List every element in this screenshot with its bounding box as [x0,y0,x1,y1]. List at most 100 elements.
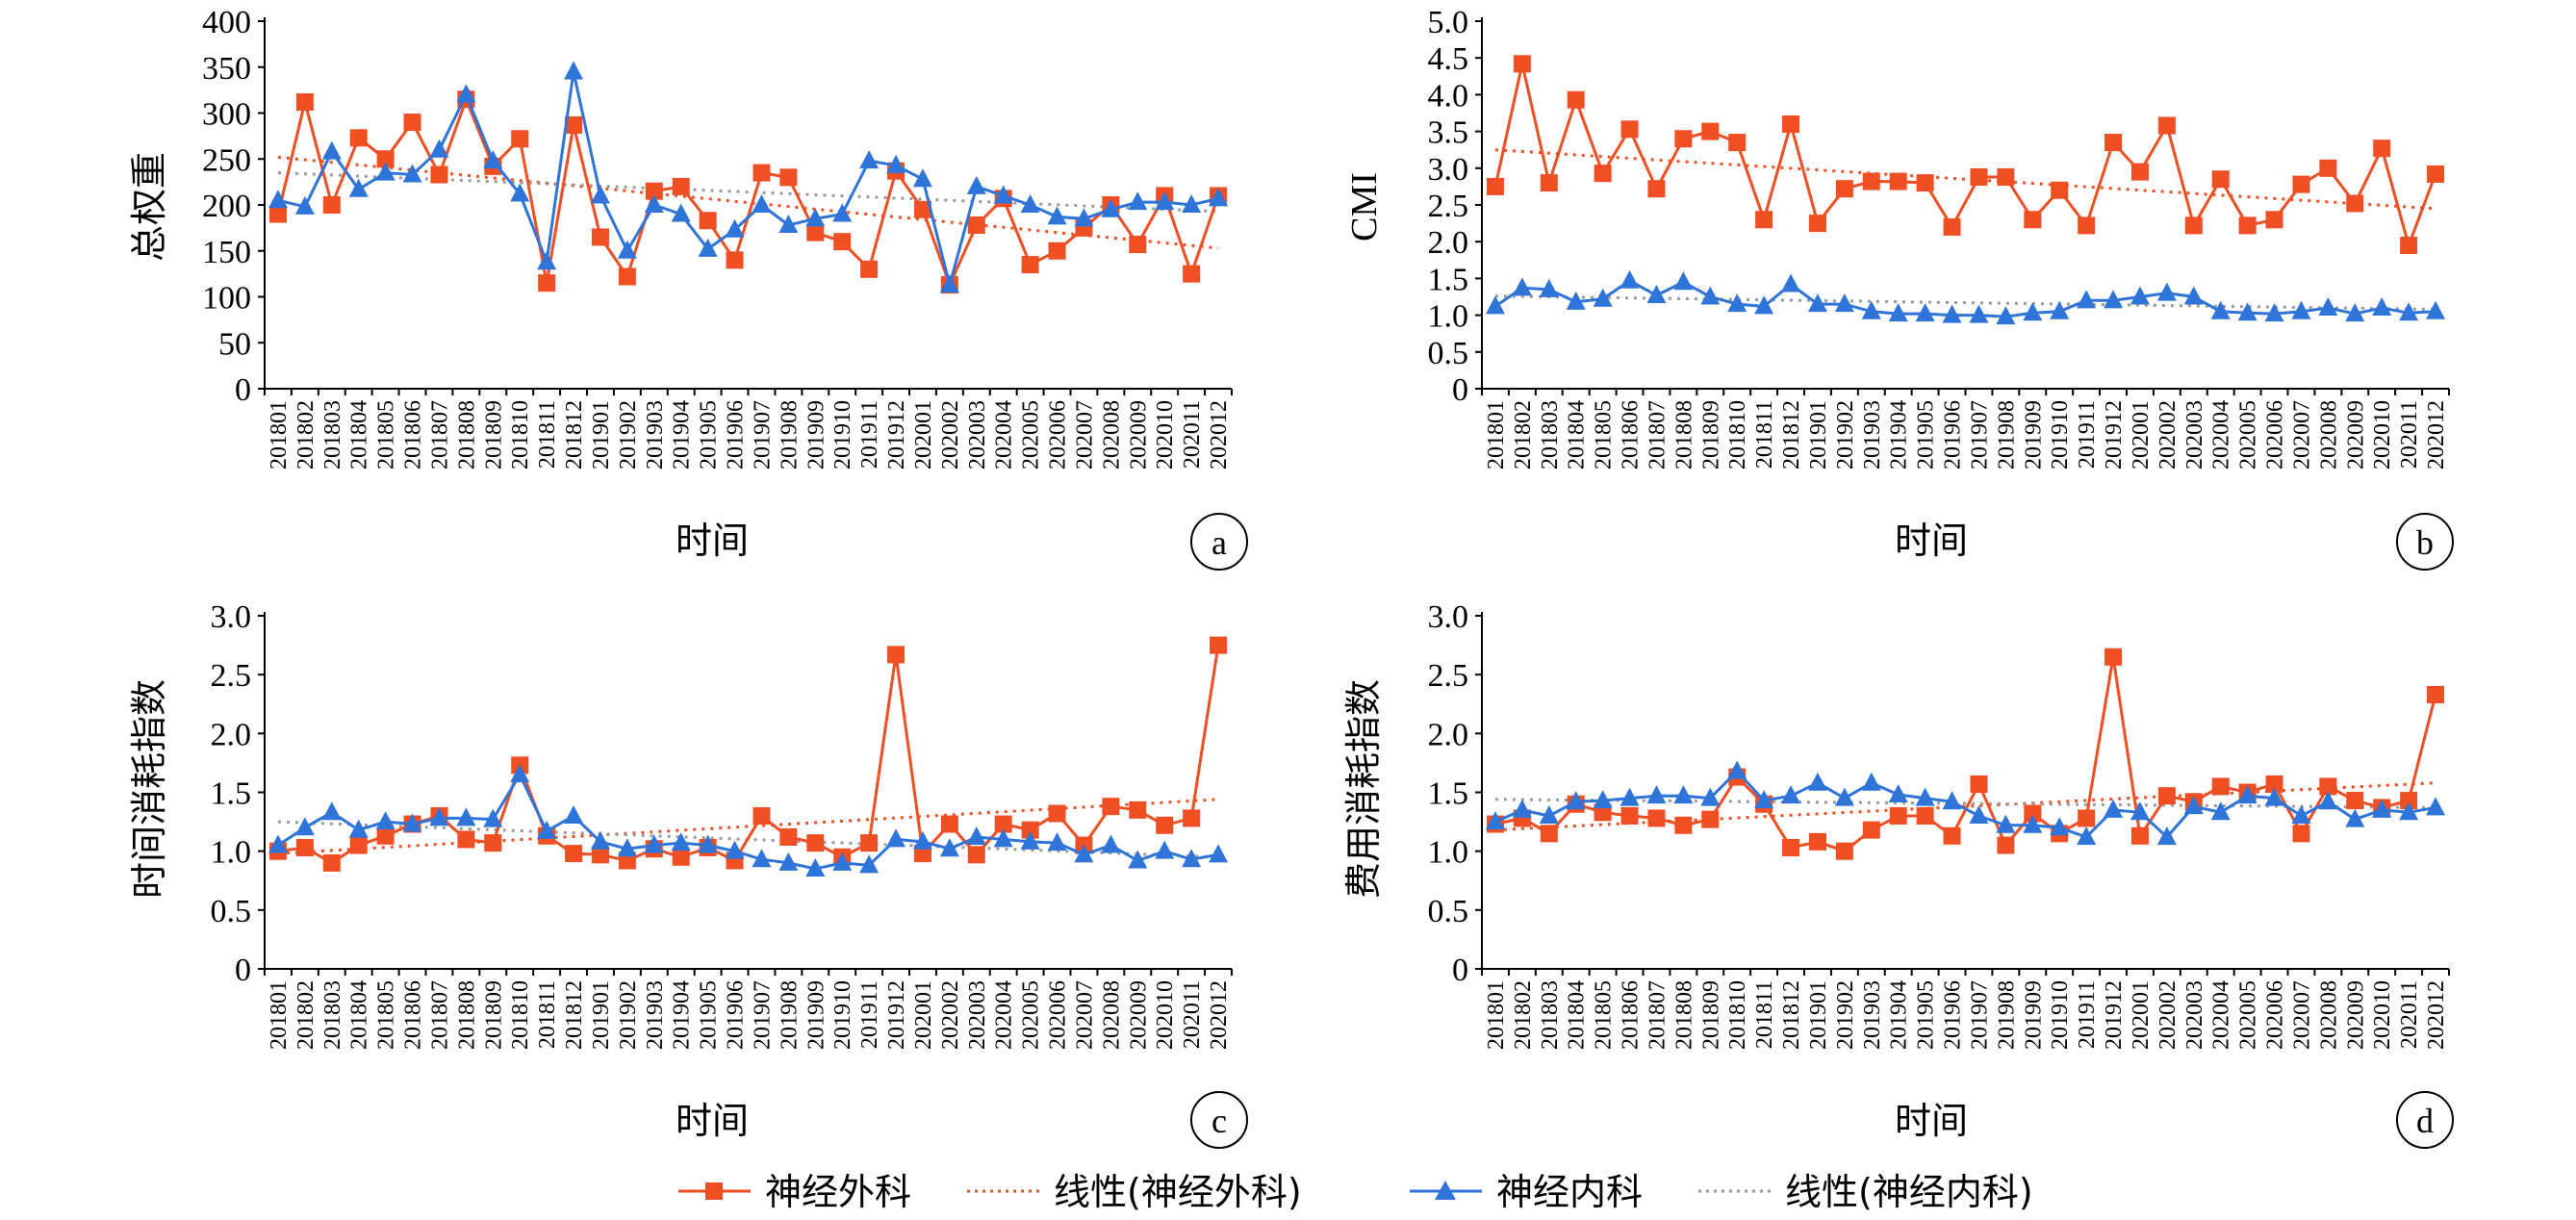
data-point-medicine [1620,269,1640,289]
x-tick-label: 202006 [2263,400,2288,470]
data-point-medicine [456,807,476,826]
x-tick-label: 201912 [2102,400,2127,470]
x-tick-label: 201904 [1887,400,1912,470]
x-tick-label: 201809 [1698,400,1723,470]
x-tick-label: 201802 [293,400,319,470]
data-point-surgery [2427,165,2445,183]
x-tick-label: 201801 [267,400,292,470]
data-point-medicine [2399,302,2419,321]
data-point-medicine [590,830,610,850]
data-point-medicine [1700,787,1721,806]
x-tick-label: 201901 [589,400,614,470]
data-point-medicine [2345,808,2365,827]
data-point-medicine [1593,288,1613,307]
x-tick-label: 201809 [1698,980,1723,1050]
legend-label: 神经内科 [1496,1171,1643,1213]
x-tick-label: 201811 [535,400,560,469]
data-point-medicine [725,840,745,859]
x-tick-label: 202004 [2209,980,2234,1050]
x-tick-label: 201901 [1806,400,1831,470]
data-point-surgery [2051,181,2069,199]
data-point-surgery [1486,177,1504,195]
data-point-surgery [1862,821,1880,839]
data-point-medicine [1620,787,1640,806]
data-point-surgery [295,93,314,112]
data-point-medicine [2210,801,2231,821]
x-tick-label: 202005 [1019,980,1044,1050]
data-point-medicine [859,854,880,874]
data-point-surgery [2184,216,2203,235]
data-point-medicine [1700,286,1721,305]
y-tick-label: 200 [202,189,251,224]
x-tick-label: 202007 [2289,400,2314,470]
data-point-medicine [1861,300,1881,319]
data-point-medicine [294,195,315,215]
x-tick-label: 202004 [2209,400,2234,470]
data-point-medicine [2077,290,2097,309]
y-tick-label: 2.5 [1428,189,1469,224]
data-point-medicine [1754,790,1774,809]
panel-letter-circle [1190,1091,1248,1149]
data-point-medicine [1566,791,1586,810]
y-tick-label: 0 [1452,372,1468,408]
data-point-surgery [403,114,421,132]
x-tick-label: 201911 [2075,980,2100,1049]
data-point-medicine [2264,787,2284,806]
data-point-medicine [2318,296,2338,316]
x-tick-label: 202007 [2289,980,2314,1050]
data-point-surgery [833,233,852,251]
data-point-medicine [1888,303,1908,322]
x-tick-label: 202012 [1207,400,1232,470]
data-point-medicine [1101,834,1121,853]
y-tick-label: 300 [202,97,251,133]
y-tick-label: 0 [1452,953,1468,988]
data-point-medicine [1727,760,1747,779]
data-point-surgery [376,826,395,845]
data-point-surgery [2078,216,2096,235]
data-point-medicine [1646,785,1667,804]
x-tick-label: 201908 [1994,400,2019,470]
data-point-medicine [1566,291,1586,310]
x-tick-label: 201903 [1860,400,1885,470]
data-point-medicine [348,819,369,838]
data-point-medicine [1673,785,1694,804]
trend-line-surgery [1494,148,2436,211]
data-point-medicine [1915,787,1935,806]
data-point-surgery [860,834,879,852]
data-point-medicine [1539,804,1559,824]
data-point-medicine [698,238,718,257]
data-point-medicine [725,218,745,238]
data-point-surgery [349,129,368,147]
x-tick-label: 201808 [454,400,479,470]
x-tick-label: 201802 [1511,400,1536,470]
x-tick-label: 201807 [427,980,452,1050]
y-axis-label: CMI [1344,172,1385,241]
data-point-medicine [2372,799,2392,818]
data-point-medicine [1996,814,2016,833]
x-tick-label: 201811 [535,980,560,1049]
data-point-surgery [967,216,985,235]
data-point-medicine [2183,286,2204,305]
data-point-medicine [966,826,986,845]
data-point-medicine [1807,772,1827,791]
data-point-medicine [321,140,342,160]
y-tick-label: 50 [218,326,251,362]
x-tick-label: 202011 [2397,980,2422,1049]
data-point-surgery [457,830,475,849]
data-point-surgery [1970,167,1988,186]
y-tick-label: 1.5 [1428,262,1469,297]
x-tick-label: 201902 [616,980,641,1050]
x-tick-label: 201911 [857,980,882,1049]
y-tick-label: 2.0 [211,717,252,752]
data-point-medicine [483,808,503,827]
x-tick-label: 201910 [2048,980,2073,1050]
data-point-surgery [2400,237,2418,255]
x-tick-label: 201803 [1538,400,1563,470]
x-tick-label: 201802 [293,980,319,1050]
y-axis-label: 时间消耗指数 [128,679,170,899]
data-point-surgery [376,150,395,168]
triangle-marker-icon [1435,1181,1456,1200]
x-tick-label: 202008 [2316,400,2341,470]
data-point-surgery [591,228,609,246]
data-point-medicine [886,154,906,173]
